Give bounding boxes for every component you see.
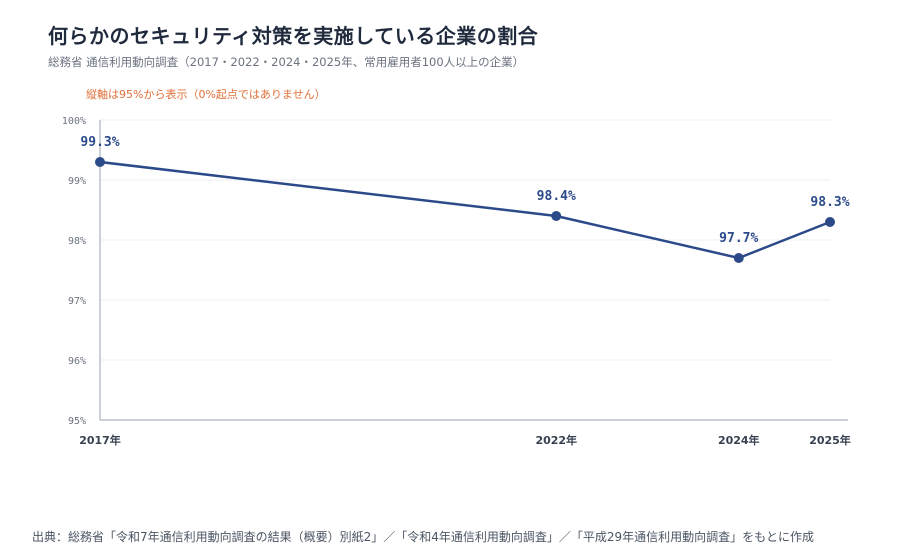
data-point: [95, 157, 105, 167]
y-tick-label: 100%: [62, 116, 86, 127]
data-point-layer: [95, 157, 835, 263]
series-line-layer: [98, 160, 832, 260]
data-label: 98.3%: [810, 195, 849, 210]
data-label: 99.3%: [80, 135, 119, 150]
y-tick-label: 96%: [68, 356, 86, 367]
axis-note: 縦軸は95%から表示（0%起点ではありません）: [86, 88, 326, 101]
grid-layer: [100, 119, 830, 361]
x-tick-label: 2025年: [809, 433, 851, 447]
data-label-layer: 99.3% 98.4% 97.7% 98.3%: [80, 135, 849, 246]
x-tick-label: 2017年: [79, 433, 121, 447]
line-chart: 95%96%97%98%99%100%2017年 2022年 2024年 2025年 …: [62, 116, 851, 447]
data-label: 97.7%: [719, 231, 758, 246]
y-tick-label: 98%: [68, 236, 86, 247]
y-tick-label: 95%: [68, 416, 86, 427]
x-tick-label: 2022年: [535, 433, 577, 447]
data-label: 98.4%: [537, 189, 576, 204]
chart-title: 何らかのセキュリティ対策を実施している企業の割合: [48, 24, 539, 48]
source-note: 出典：総務省「令和7年通信利用動向調査の結果（概要）別紙2」／「令和4年通信利用…: [32, 530, 814, 544]
data-point: [825, 217, 835, 227]
series-line: [98, 160, 832, 260]
data-point: [733, 253, 744, 263]
axis-layer: 95% 96% 97% 98% 99% 100% 2017年 2022年 2024年 2025年: [62, 116, 851, 447]
x-tick-label: 2024年: [718, 433, 760, 447]
y-tick-label: 99%: [68, 176, 86, 187]
chart-subtitle: 総務省 通信利用動向調査（2017・2022・2024・2025年、常用雇用者1…: [48, 55, 525, 69]
data-point: [551, 211, 562, 221]
y-tick-label: 97%: [68, 296, 86, 307]
